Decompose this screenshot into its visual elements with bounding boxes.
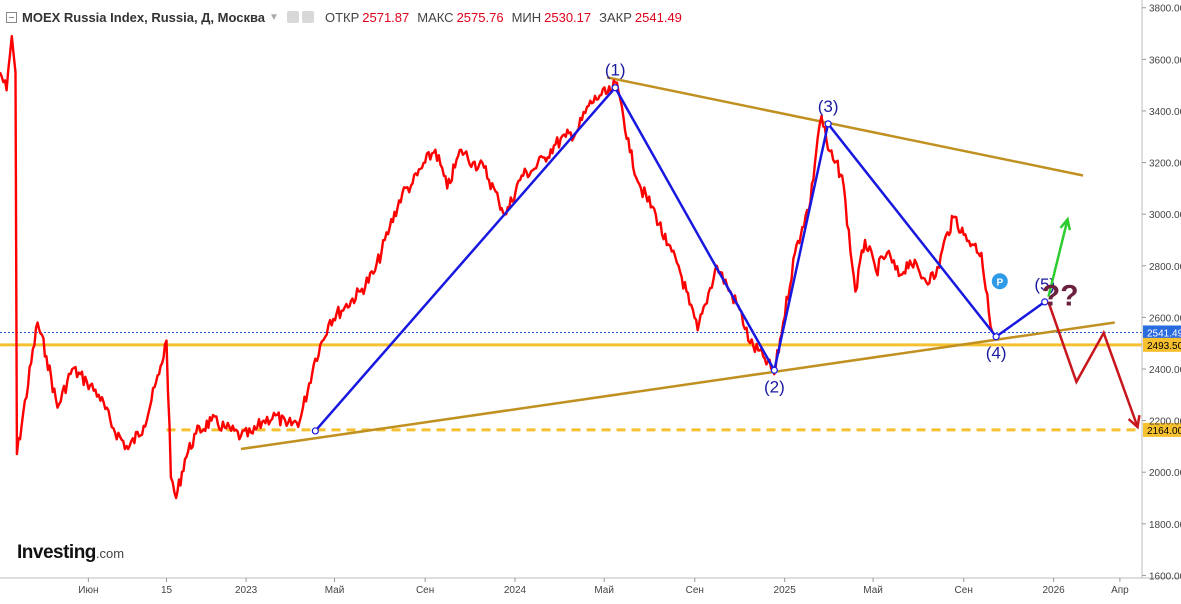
y-tick-label: 3800.00 [1149,4,1181,15]
x-tick-label: Май [325,585,345,596]
price-tag [1143,325,1181,340]
wave-label: (3) [818,97,839,116]
open-label: ОТКР [324,9,360,25]
x-tick-label: Сен [686,585,704,596]
bear-arrow-head [1127,414,1141,430]
x-tick-label: 2025 [774,585,797,596]
wave-point [770,366,778,374]
wave-point [824,120,832,128]
x-tick-label: Сен [955,585,973,596]
wave-point [611,84,619,92]
y-tick-label: 3600.00 [1149,55,1181,66]
high-value: 2575.76 [456,9,504,25]
chevron-down-icon[interactable]: ▼ [269,11,279,23]
settings-icon[interactable] [286,11,299,23]
x-tick-label: 2023 [235,585,258,596]
y-tick-label: 1800.00 [1149,520,1181,531]
elliott-wave-line [314,85,1046,432]
instrument-title: MOEX Russia Index, Russia, Д, Москва [22,9,266,25]
y-tick-label: 3000.00 [1149,210,1181,221]
trendline [606,76,1084,177]
open-value: 2571.87 [362,9,410,25]
price-tag [1143,422,1181,437]
price-tag-label: 2164.00 [1147,426,1181,437]
y-tick-label: 1600.00 [1149,571,1181,582]
collapse-icon[interactable] [6,11,17,23]
question-annotation: ?? [1042,279,1079,312]
close-label: ЗАКР [599,9,632,25]
x-tick-label: 2026 [1042,585,1065,596]
wave-point [992,333,1000,341]
price-series-line [0,34,994,500]
bull-arrow-head [1059,216,1072,231]
x-tick-label: Май [863,585,883,596]
bull-scenario-line [1047,219,1069,298]
investing-logo: Investing.com [17,542,125,563]
wave-label: (2) [764,377,785,396]
y-tick-label: 2400.00 [1149,365,1181,376]
y-tick-label: 2000.00 [1149,468,1181,479]
y-tick-label: 2600.00 [1149,313,1181,324]
p-marker-label: P [996,277,1003,288]
x-tick-label: Июн [78,585,98,596]
x-tick-label: 2024 [504,585,527,596]
x-tick-label: Сен [416,585,434,596]
y-tick-label: 3400.00 [1149,107,1181,118]
x-tick-label: Апр [1111,585,1129,596]
wave-label: (4) [986,344,1007,363]
y-tick-label: 3200.00 [1149,159,1181,170]
y-tick-label: 2200.00 [1149,417,1181,428]
gear-icon[interactable] [301,11,314,23]
close-value: 2541.49 [634,9,682,25]
low-value: 2530.17 [544,9,592,25]
wave-point [311,427,319,435]
wave-label: (1) [605,61,626,80]
x-tick-label: Май [594,585,614,596]
price-tag [1143,337,1181,352]
low-label: МИН [511,9,542,25]
trendline [240,321,1115,451]
p-marker [991,273,1008,290]
x-tick-label: 15 [161,585,173,596]
wave-point [1041,298,1049,306]
price-tag-label: 2541.49 [1147,328,1181,339]
y-tick-label: 2800.00 [1149,262,1181,273]
high-label: МАКС [417,9,454,25]
bear-scenario-line [1047,301,1139,428]
chart-header: MOEX Russia Index, Russia, Д, Москва ▼ О… [6,6,682,28]
price-tag-label: 2493.50 [1147,341,1181,352]
